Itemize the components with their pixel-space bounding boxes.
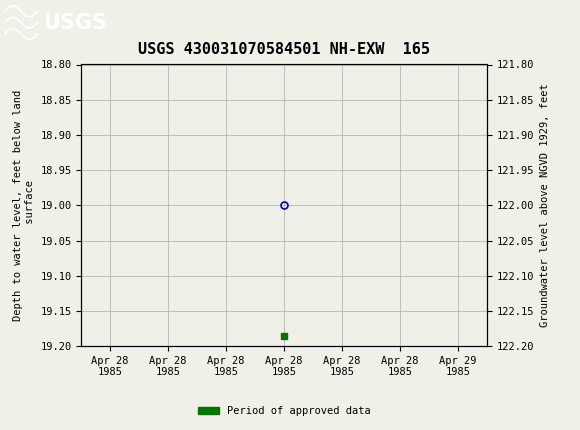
- Text: USGS: USGS: [44, 12, 107, 33]
- Y-axis label: Groundwater level above NGVD 1929, feet: Groundwater level above NGVD 1929, feet: [540, 83, 550, 327]
- Y-axis label: Depth to water level, feet below land
 surface: Depth to water level, feet below land su…: [13, 90, 35, 321]
- Legend: Period of approved data: Period of approved data: [194, 402, 375, 421]
- Text: USGS 430031070584501 NH-EXW  165: USGS 430031070584501 NH-EXW 165: [138, 42, 430, 57]
